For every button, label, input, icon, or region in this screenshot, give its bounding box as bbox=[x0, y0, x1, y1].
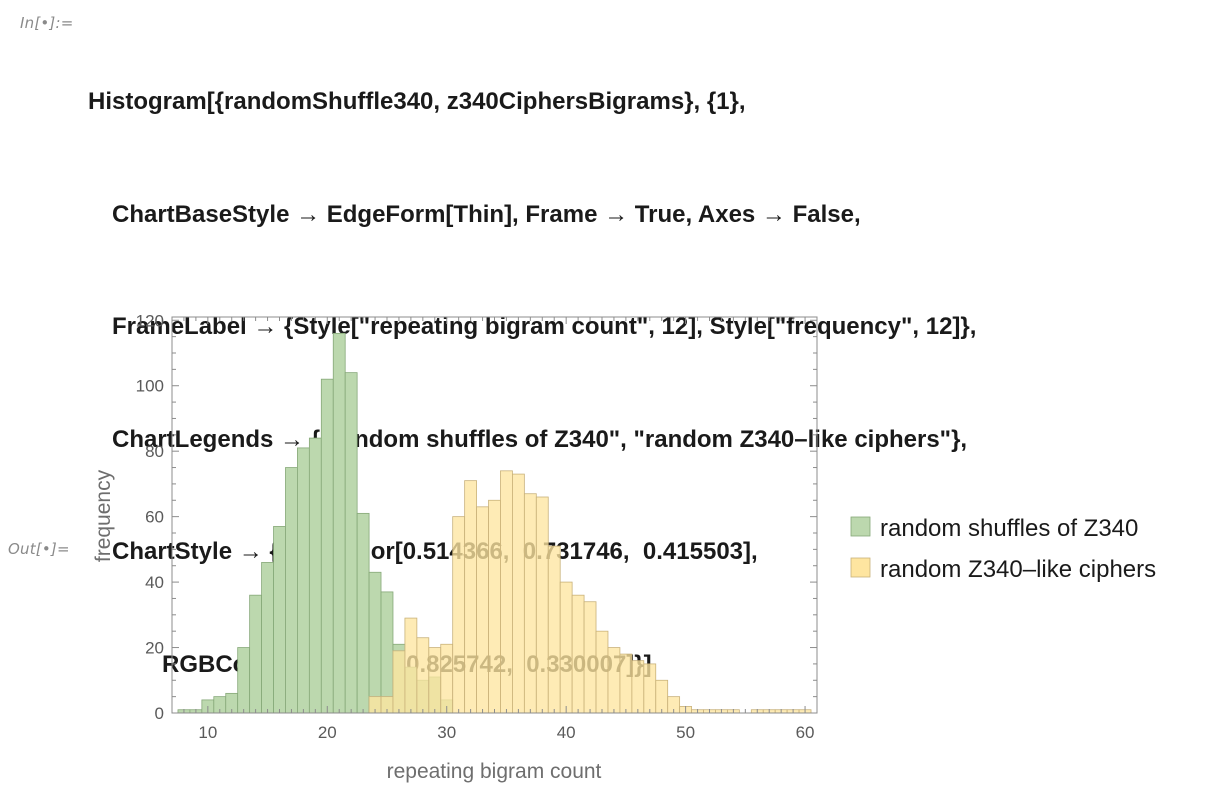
histogram-bar bbox=[237, 647, 251, 714]
histogram-bar bbox=[332, 332, 346, 714]
histogram-bar bbox=[631, 660, 645, 714]
histogram-bar bbox=[416, 637, 430, 714]
legend-label: random shuffles of Z340 bbox=[880, 515, 1138, 542]
x-axis-title: repeating bigram count bbox=[387, 760, 602, 783]
histogram-bar bbox=[344, 372, 358, 714]
y-axis-title: frequency bbox=[92, 469, 115, 562]
histogram-bar bbox=[249, 594, 262, 714]
histogram-bar bbox=[619, 653, 633, 714]
y-tick-label: 120 bbox=[136, 311, 164, 330]
histogram-bar bbox=[440, 643, 454, 714]
y-tick-label: 20 bbox=[145, 639, 164, 658]
x-tick-label: 50 bbox=[676, 723, 695, 742]
x-tick-label: 20 bbox=[318, 723, 337, 742]
histogram-bar bbox=[547, 545, 561, 714]
histogram-bar bbox=[571, 594, 585, 714]
output-cell-label: Out[•]= bbox=[8, 540, 70, 558]
legend-swatch bbox=[850, 557, 871, 578]
histogram-bar bbox=[464, 480, 477, 714]
histogram-bar bbox=[500, 470, 513, 714]
histogram-bar bbox=[297, 447, 310, 714]
chart-legend: random shuffles of Z340 random Z340–like … bbox=[850, 515, 1156, 583]
histogram-bar bbox=[643, 663, 657, 714]
y-tick-label: 80 bbox=[145, 442, 164, 461]
histogram-bar bbox=[308, 437, 322, 714]
legend-label: random Z340–like ciphers bbox=[880, 556, 1156, 583]
histogram-bar bbox=[655, 679, 669, 714]
histogram-bar bbox=[285, 467, 298, 714]
histogram-bar bbox=[452, 516, 466, 714]
histogram-bar bbox=[512, 473, 525, 714]
histogram-bar bbox=[273, 526, 286, 714]
histogram-bar bbox=[428, 647, 442, 714]
histogram-bar bbox=[595, 630, 609, 714]
histogram-bar bbox=[368, 571, 382, 714]
y-tick-label: 40 bbox=[145, 573, 164, 592]
y-tick-label: 60 bbox=[145, 508, 164, 527]
x-tick-label: 60 bbox=[796, 723, 815, 742]
histogram-bar bbox=[583, 601, 597, 714]
y-tick-label: 0 bbox=[155, 704, 164, 723]
histogram-bar bbox=[261, 562, 274, 714]
histogram-bar bbox=[488, 499, 501, 714]
x-tick-label: 40 bbox=[557, 723, 576, 742]
y-tick-label: 100 bbox=[136, 377, 164, 396]
legend-swatch bbox=[850, 516, 871, 537]
x-tick-label: 10 bbox=[198, 723, 217, 742]
tick-marks: 10 20 30 40 50 60 0 20 40 60 80 100 120 bbox=[136, 311, 818, 742]
histogram-bar bbox=[523, 493, 537, 714]
histogram-bar bbox=[404, 617, 418, 714]
x-tick-label: 30 bbox=[437, 723, 456, 742]
histogram-bar bbox=[356, 512, 370, 714]
histogram-bar bbox=[559, 581, 573, 714]
histogram-bar bbox=[320, 378, 334, 714]
histogram-bar bbox=[476, 506, 489, 714]
histogram-bar bbox=[535, 496, 549, 714]
code-line-1: Histogram[{randomShuffle340, z340Ciphers… bbox=[88, 88, 746, 115]
input-cell-label: In[•]:= bbox=[20, 14, 74, 32]
code-line-2: ChartBaseStyle → EdgeForm[Thin], Frame →… bbox=[112, 200, 861, 228]
bars-group bbox=[177, 332, 812, 714]
histogram-bar bbox=[392, 650, 406, 714]
histogram-bar bbox=[607, 647, 621, 714]
histogram-bar bbox=[380, 591, 394, 714]
